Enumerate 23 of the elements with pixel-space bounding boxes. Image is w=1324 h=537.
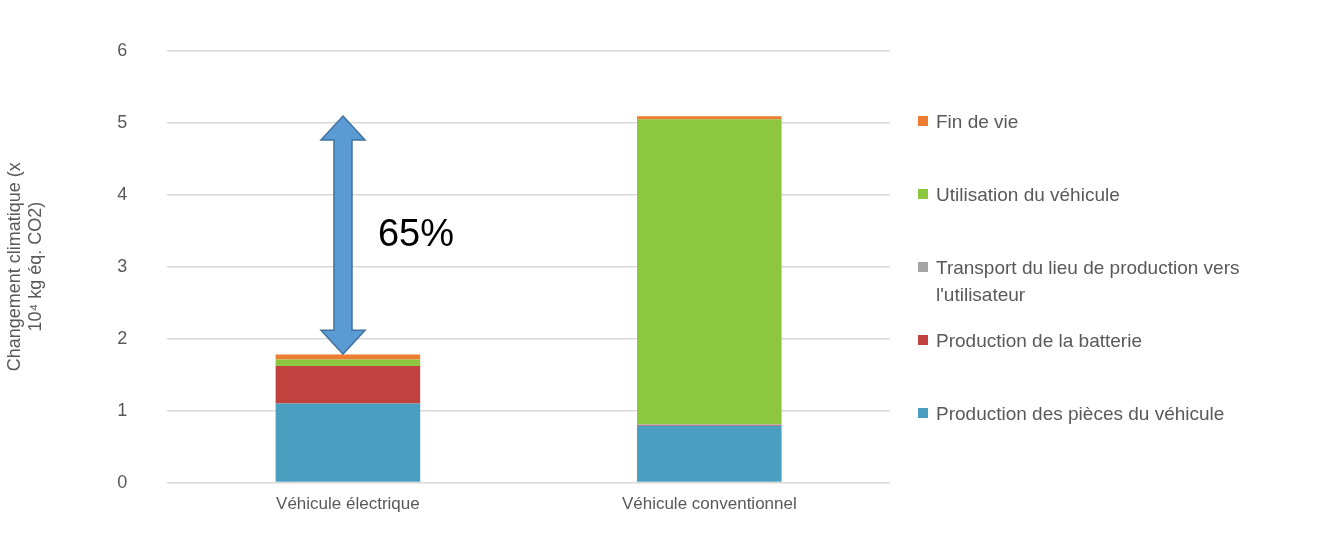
y-tick-label: 5 [117,111,128,132]
y-tick-label: 6 [117,39,128,60]
bar [637,119,782,425]
x-tick-label: Véhicule conventionnel [621,494,797,514]
bar [637,425,782,482]
bar [275,403,421,482]
y-tick-label: 4 [117,183,128,204]
legend-label: Production de la batterie [936,328,1142,353]
legend-label: Fin de vie [936,109,1019,134]
y-tick-label: 1 [117,399,128,420]
bar [275,359,421,367]
bar [275,366,421,404]
y-axis-title: Changement climatique (x 10⁴ kg éq. CO2) [3,162,46,372]
legend-label: Transport du lieu de production vers l'utilisateur [936,255,1241,307]
x-tick-label: Véhicule électrique [276,494,420,514]
bar [637,116,782,120]
annotation: 65% [377,211,454,254]
y-tick-label: 0 [117,471,128,492]
y-tick-label: 2 [117,327,128,348]
legend-label: Utilisation du véhicule [936,182,1120,207]
y-tick-label: 3 [117,255,128,276]
bar [275,354,421,360]
legend-label: Production des pièces du véhicule [936,401,1225,426]
